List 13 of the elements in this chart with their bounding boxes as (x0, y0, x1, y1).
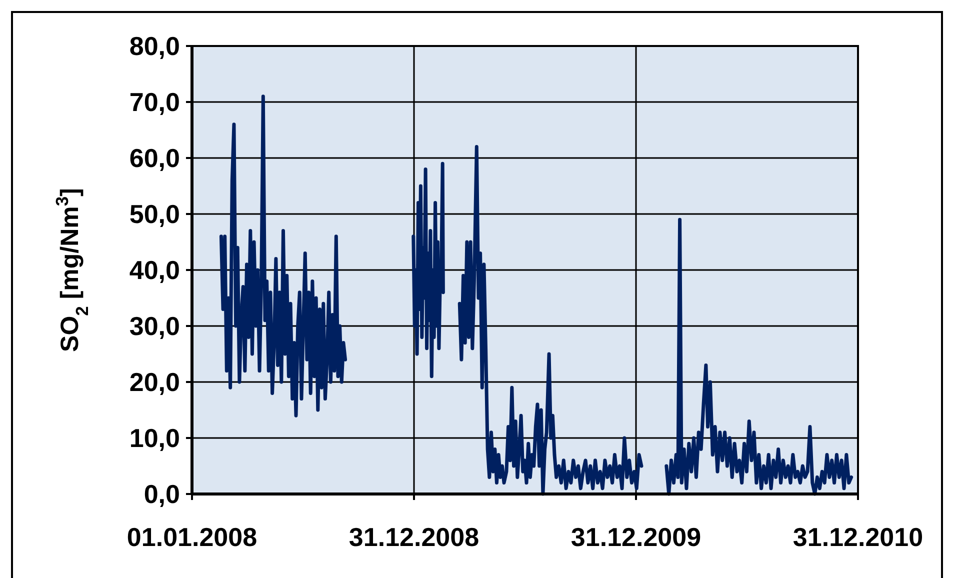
y-tick-label: 20,0 (129, 367, 180, 398)
x-tick-label: 31.12.2008 (348, 522, 480, 552)
y-tick-label: 0,0 (144, 479, 180, 510)
y-tick-label: 60,0 (129, 143, 180, 174)
y-tick-label: 40,0 (129, 255, 180, 286)
y-tick-label: 10,0 (129, 423, 180, 454)
x-tick-label: 01.01.2008 (126, 522, 258, 552)
y-tick-label: 70,0 (129, 87, 180, 118)
y-tick-label: 80,0 (129, 31, 180, 62)
y-tick-label: 50,0 (129, 199, 180, 230)
x-tick-label: 31.12.2009 (570, 522, 702, 552)
y-tick-label: 30,0 (129, 311, 180, 342)
x-tick-label: 31.12.2010 (792, 522, 924, 552)
